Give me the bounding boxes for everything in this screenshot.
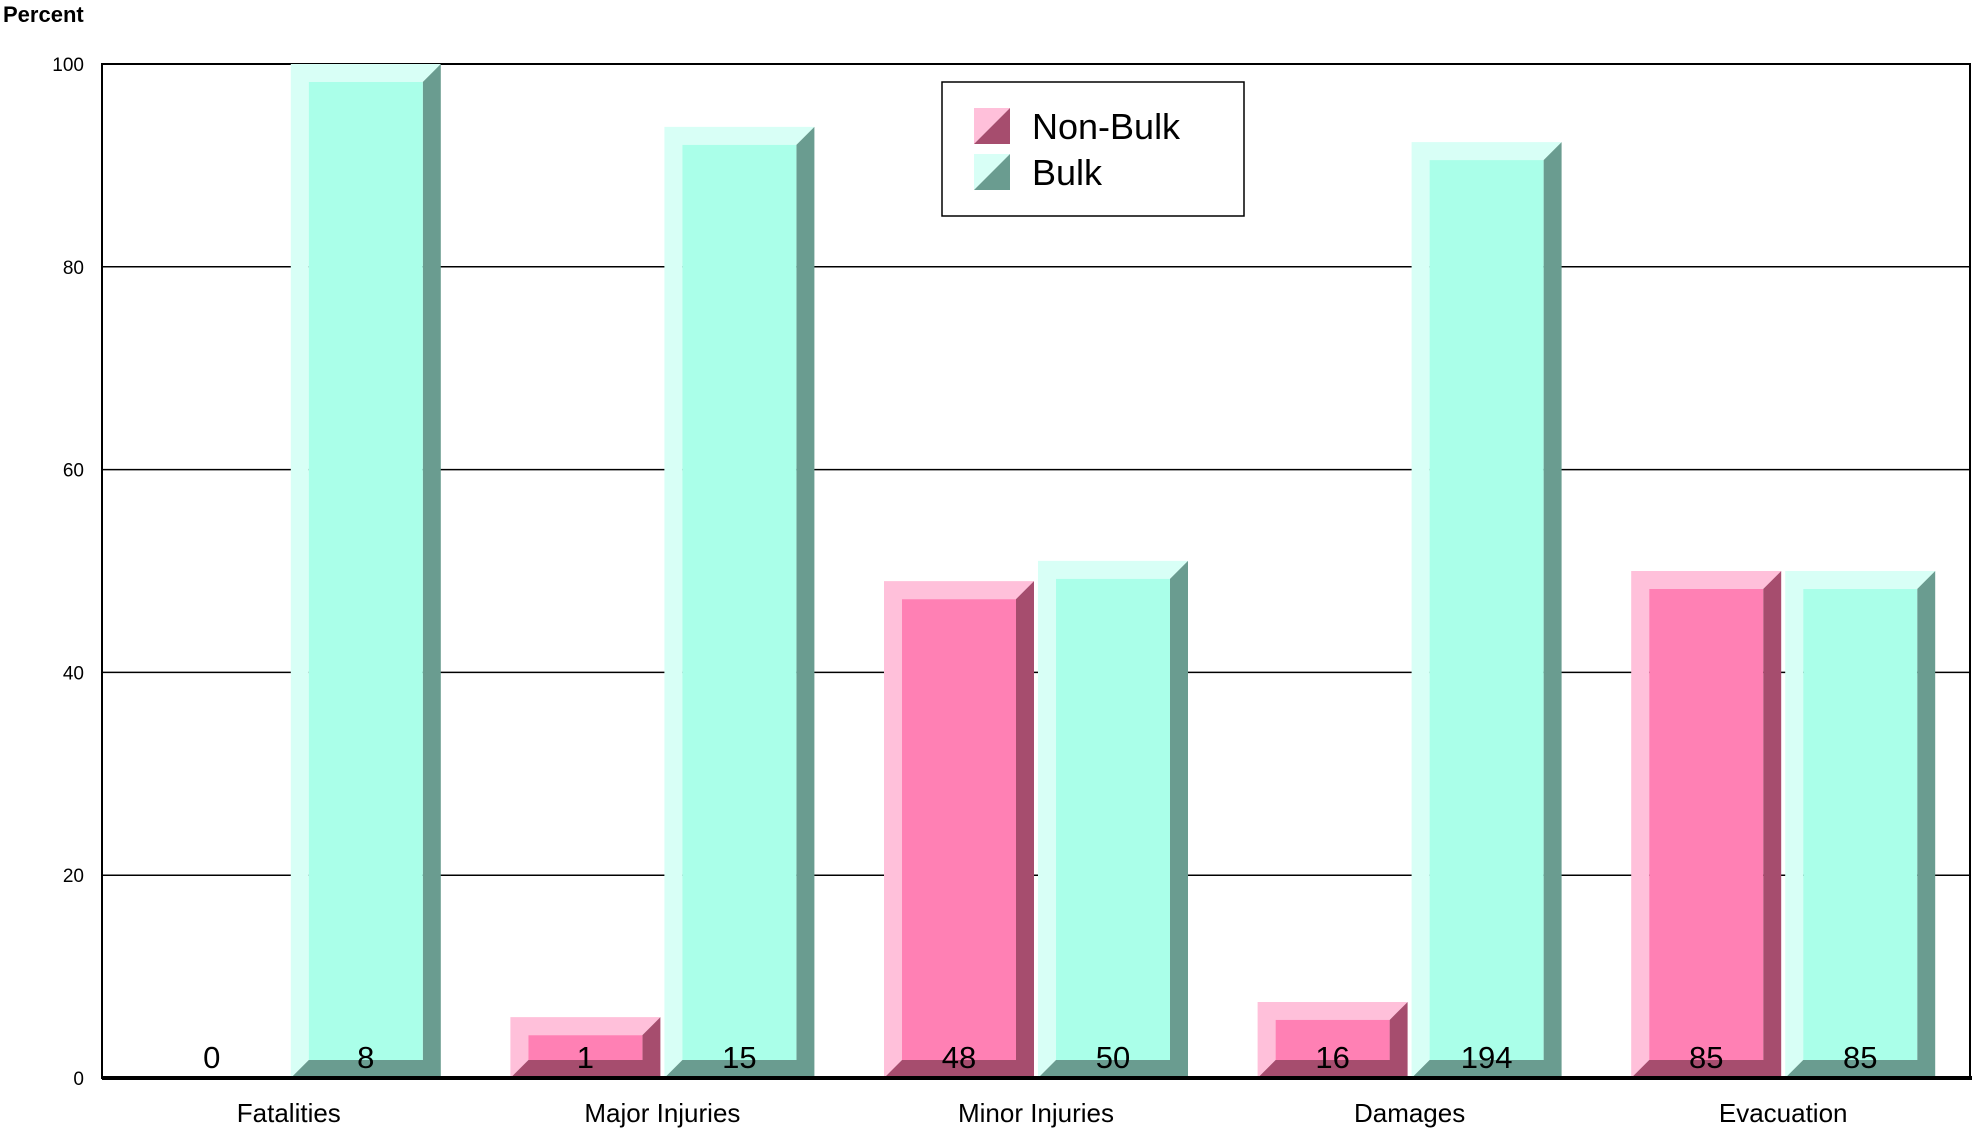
y-tick-label: 100	[52, 55, 84, 76]
category-label: Major Injuries	[584, 1098, 740, 1128]
category-label: Damages	[1354, 1098, 1465, 1128]
y-axis-label: Percent	[3, 2, 84, 27]
legend-label-bulk: Bulk	[1032, 152, 1103, 193]
category-label: Minor Injuries	[958, 1098, 1114, 1128]
bar-count-label: 0	[203, 1040, 220, 1075]
legend-label-non-bulk: Non-Bulk	[1032, 106, 1181, 147]
bar-non-bulk-minor-injuries	[884, 581, 1034, 1078]
bars	[290, 64, 1936, 1079]
legend-swatch-non-bulk	[974, 108, 1010, 144]
count-labels: 0 8 1 15 48 50 16 194 85 85	[203, 1040, 1877, 1075]
bar-bulk-major-injuries	[664, 126, 815, 1079]
bar-bulk-fatalities	[290, 64, 441, 1078]
bar-count-label: 1	[577, 1040, 594, 1075]
y-tick-label: 80	[63, 258, 84, 279]
y-tick-label: 0	[73, 1069, 84, 1090]
bar-non-bulk-evacuation	[1631, 571, 1782, 1078]
bar-non-bulk-damages	[1257, 1001, 1408, 1078]
legend: Non-Bulk Bulk	[941, 81, 1245, 217]
bar-bulk-evacuation	[1785, 571, 1936, 1078]
bar-bulk-damages	[1411, 142, 1562, 1078]
y-axis-ticks: 0 20 40 60 80 100	[52, 55, 84, 1090]
y-tick-label: 20	[63, 866, 84, 887]
bar-count-label: 48	[942, 1040, 976, 1075]
bar-count-label: 50	[1096, 1040, 1130, 1075]
bar-count-label: 16	[1315, 1040, 1349, 1075]
y-tick-label: 40	[63, 663, 84, 684]
y-tick-label: 60	[63, 461, 84, 482]
bar-count-label: 15	[722, 1040, 756, 1075]
category-labels: Fatalities Major Injuries Minor Injuries Da…	[237, 1098, 1848, 1128]
bar-non-bulk-major-injuries	[510, 1017, 661, 1078]
bar-count-label: 8	[357, 1040, 374, 1075]
legend-swatch-bulk	[974, 154, 1010, 190]
bar-bulk-minor-injuries	[1038, 560, 1188, 1078]
category-label: Fatalities	[237, 1098, 341, 1128]
bar-count-label: 194	[1461, 1040, 1513, 1075]
bar-count-label: 85	[1843, 1040, 1877, 1075]
bar-count-label: 85	[1689, 1040, 1723, 1075]
category-label: Evacuation	[1719, 1098, 1848, 1128]
legend-box	[941, 81, 1245, 217]
